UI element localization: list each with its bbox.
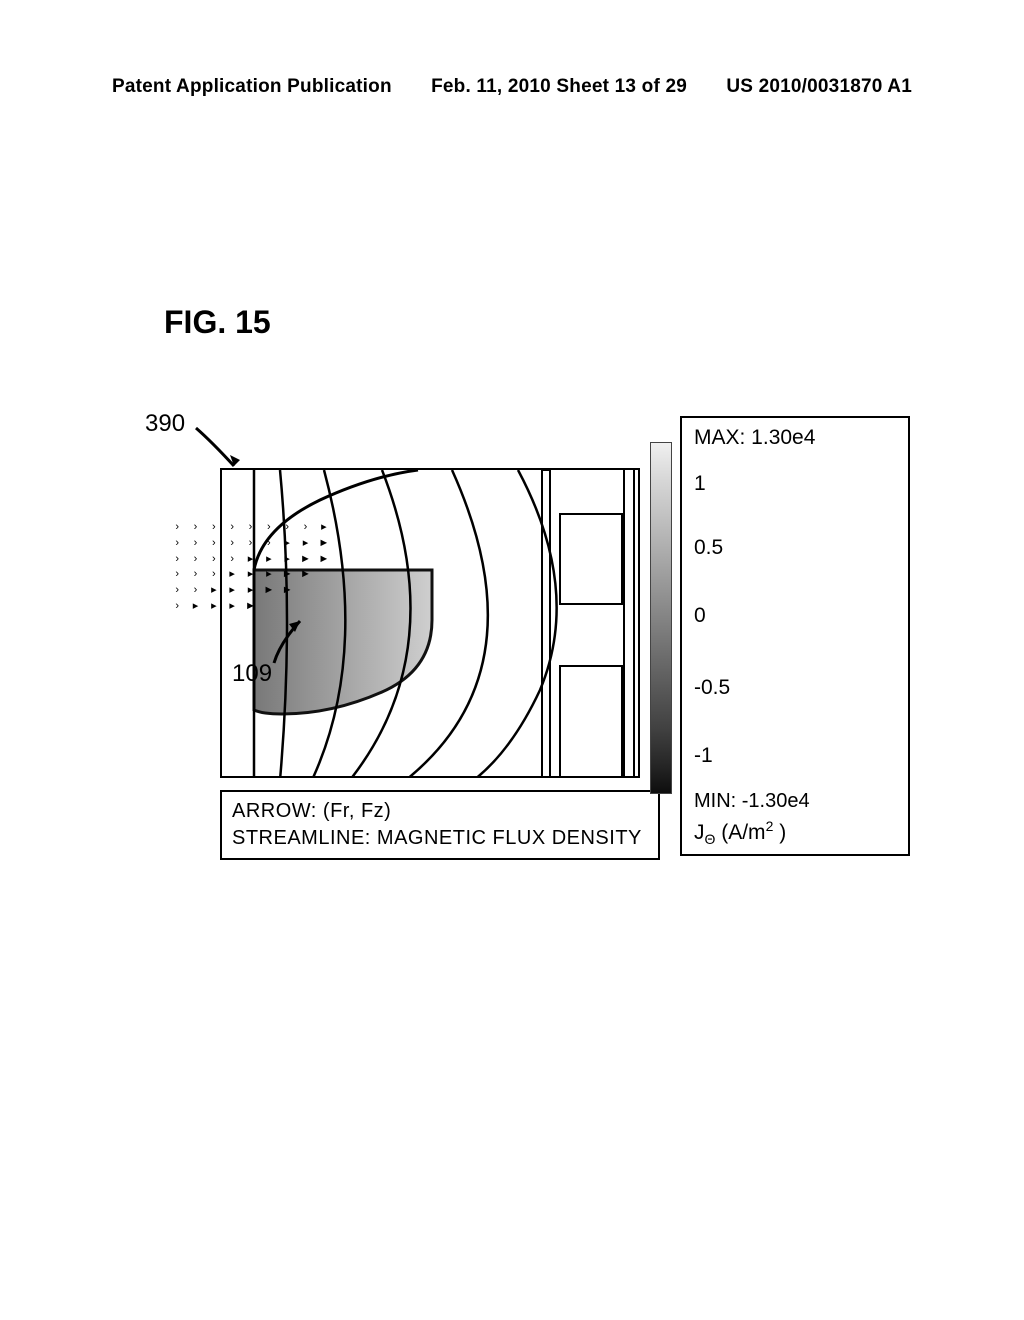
colorbar-min: MIN: -1.30e4 (694, 790, 810, 813)
ref-label-109: 109 (232, 660, 272, 688)
plot-caption: ARROW: (Fr, Fz) STREAMLINE: MAGNETIC FLU… (220, 790, 660, 860)
colorbar-labels: MAX: 1.30e4 1 0.5 0 -0.5 -1 MIN: -1.30e4… (694, 426, 898, 846)
page-header: Patent Application Publication Feb. 11, … (112, 76, 912, 98)
header-center: Feb. 11, 2010 Sheet 13 of 29 (431, 76, 687, 98)
colorbar-gradient (650, 442, 672, 794)
header-left: Patent Application Publication (112, 76, 392, 98)
colorbar-tick: 0.5 (694, 536, 723, 560)
colorbar: MAX: 1.30e4 1 0.5 0 -0.5 -1 MIN: -1.30e4… (680, 416, 910, 856)
colorbar-tick: -0.5 (694, 676, 730, 700)
figure-area: 390 (130, 410, 910, 880)
colorbar-tick: 0 (694, 604, 706, 628)
colorbar-max: MAX: 1.30e4 (694, 426, 815, 450)
force-arrow-grid: ››››››››▸ ››››››▸▸► ››››▸▸▸►► ›››▸▸▸►► ›… (168, 522, 333, 617)
header-right: US 2010/0031870 A1 (726, 76, 912, 98)
colorbar-unit: JΘ (A/m2 ) (694, 818, 786, 847)
leader-arrow-390 (192, 424, 242, 474)
leader-arrow-109 (272, 615, 312, 665)
colorbar-tick: 1 (694, 472, 706, 496)
figure-title: FIG. 15 (164, 304, 271, 341)
caption-line-2: STREAMLINE: MAGNETIC FLUX DENSITY (232, 825, 648, 852)
colorbar-tick: -1 (694, 744, 713, 768)
caption-line-1: ARROW: (Fr, Fz) (232, 798, 648, 825)
ref-label-390: 390 (145, 410, 185, 438)
